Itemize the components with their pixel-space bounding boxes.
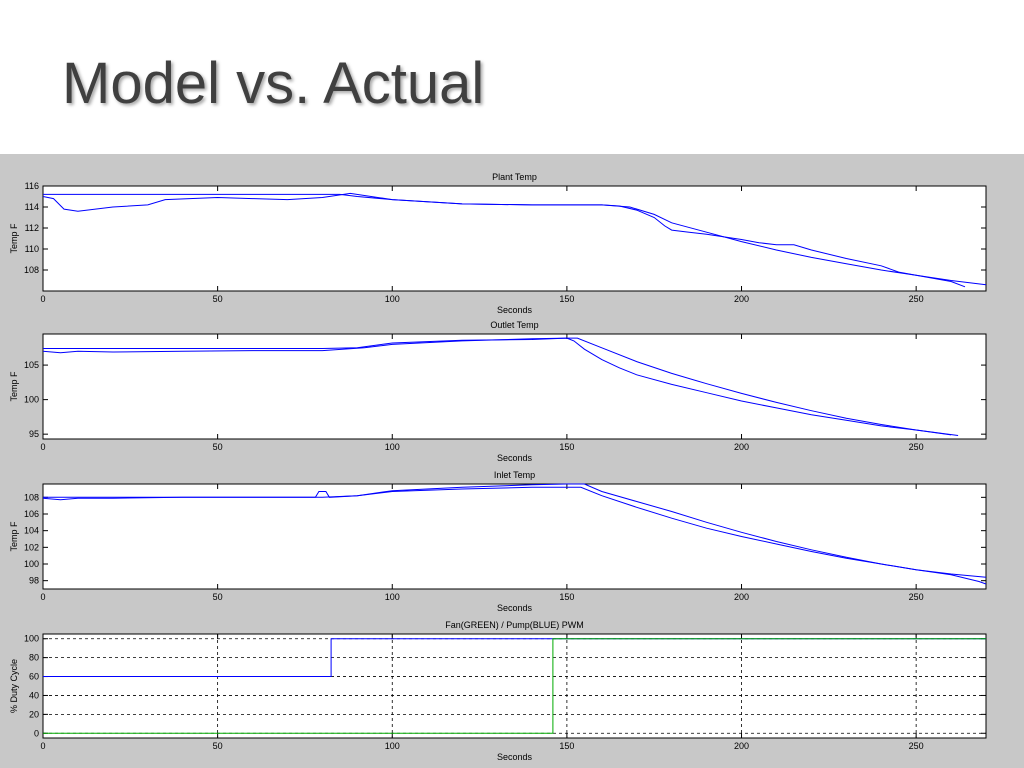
axes-frame [42,633,987,739]
y-tick-label: 98 [29,576,39,586]
x-tick-label: 50 [213,442,223,452]
x-tick-label: 50 [213,741,223,751]
x-tick-label: 200 [734,294,749,304]
y-tick-label: 104 [24,526,39,536]
y-tick-label: 100 [24,395,39,405]
x-tick-label: 0 [40,294,45,304]
y-axis-label: Temp F [9,521,19,552]
subplot-3: 0 50 100 150 200 250 98 100 102 104 106 108 Inlet Te… [9,470,987,613]
y-tick-label: 110 [25,244,39,254]
x-axis-label: Seconds [497,603,533,613]
y-tick-label: 106 [24,509,39,519]
x-tick-label: 0 [40,592,45,602]
subplot-4: 0 50 100 150 200 250 0 20 40 60 80 100 Fan(GREEN) / … [9,620,987,762]
subplot-1: 0 50 100 150 200 250 108 110 112 114 116 Plant Temp… [9,172,987,315]
x-tick-label: 100 [385,294,400,304]
subplot-2: 0 50 100 150 200 250 95 100 105 Outlet Temp Second… [9,320,987,463]
x-axis-label: Seconds [497,305,533,315]
x-tick-label: 150 [559,592,574,602]
y-tick-label: 60 [29,672,39,682]
y-tick-label: 108 [24,265,39,275]
y-tick-label: 114 [25,202,39,212]
y-tick-label: 20 [29,709,39,719]
x-tick-label: 250 [909,741,924,751]
y-tick-label: 105 [24,360,39,370]
series-line-2 [42,483,987,585]
slide-title: Model vs. Actual [62,51,485,116]
axes-frame [42,333,987,440]
y-tick-label: 100 [24,634,39,644]
x-tick-label: 200 [734,592,749,602]
x-tick-label: 0 [40,442,45,452]
plot-title: Plant Temp [492,172,537,182]
x-tick-label: 50 [213,592,223,602]
y-tick-label: 108 [24,492,39,502]
y-tick-label: 40 [29,690,39,700]
x-tick-label: 100 [385,741,400,751]
y-tick-label: 116 [25,181,39,191]
x-tick-label: 250 [909,592,924,602]
x-axis-label: Seconds [497,752,533,762]
x-tick-label: 250 [909,442,924,452]
x-tick-label: 100 [385,442,400,452]
figure-panel: 0 50 100 150 200 250 108 110 112 114 116 Plant Temp… [0,154,1024,768]
series-line-1 [43,193,987,286]
y-tick-label: 80 [29,653,39,663]
series-line-1 [43,337,952,436]
y-tick-label: 102 [24,542,39,552]
y-tick-label: 95 [29,429,39,439]
x-tick-label: 200 [734,741,749,751]
y-tick-label: 112 [25,223,39,233]
axes-frame [42,185,987,292]
x-tick-label: 150 [559,741,574,751]
x-tick-label: 0 [40,741,45,751]
series-line-2 [42,192,966,288]
y-tick-label: 100 [24,559,39,569]
plot-title: Outlet Temp [490,320,538,330]
series-line-2 [42,337,959,436]
x-tick-label: 50 [213,294,223,304]
y-axis-label: Temp F [9,371,19,402]
y-axis-label: % Duty Cycle [9,659,19,713]
x-tick-label: 200 [734,442,749,452]
plot-title: Inlet Temp [494,470,535,480]
x-tick-label: 150 [559,442,574,452]
x-tick-label: 100 [385,592,400,602]
x-axis-label: Seconds [497,453,533,463]
y-tick-label: 0 [34,728,39,738]
y-axis-label: Temp F [9,223,19,254]
axes-frame [42,483,987,590]
series-line-2 [43,638,986,734]
x-tick-label: 150 [559,294,574,304]
x-tick-label: 250 [909,294,924,304]
plot-title: Fan(GREEN) / Pump(BLUE) PWM [445,620,584,630]
